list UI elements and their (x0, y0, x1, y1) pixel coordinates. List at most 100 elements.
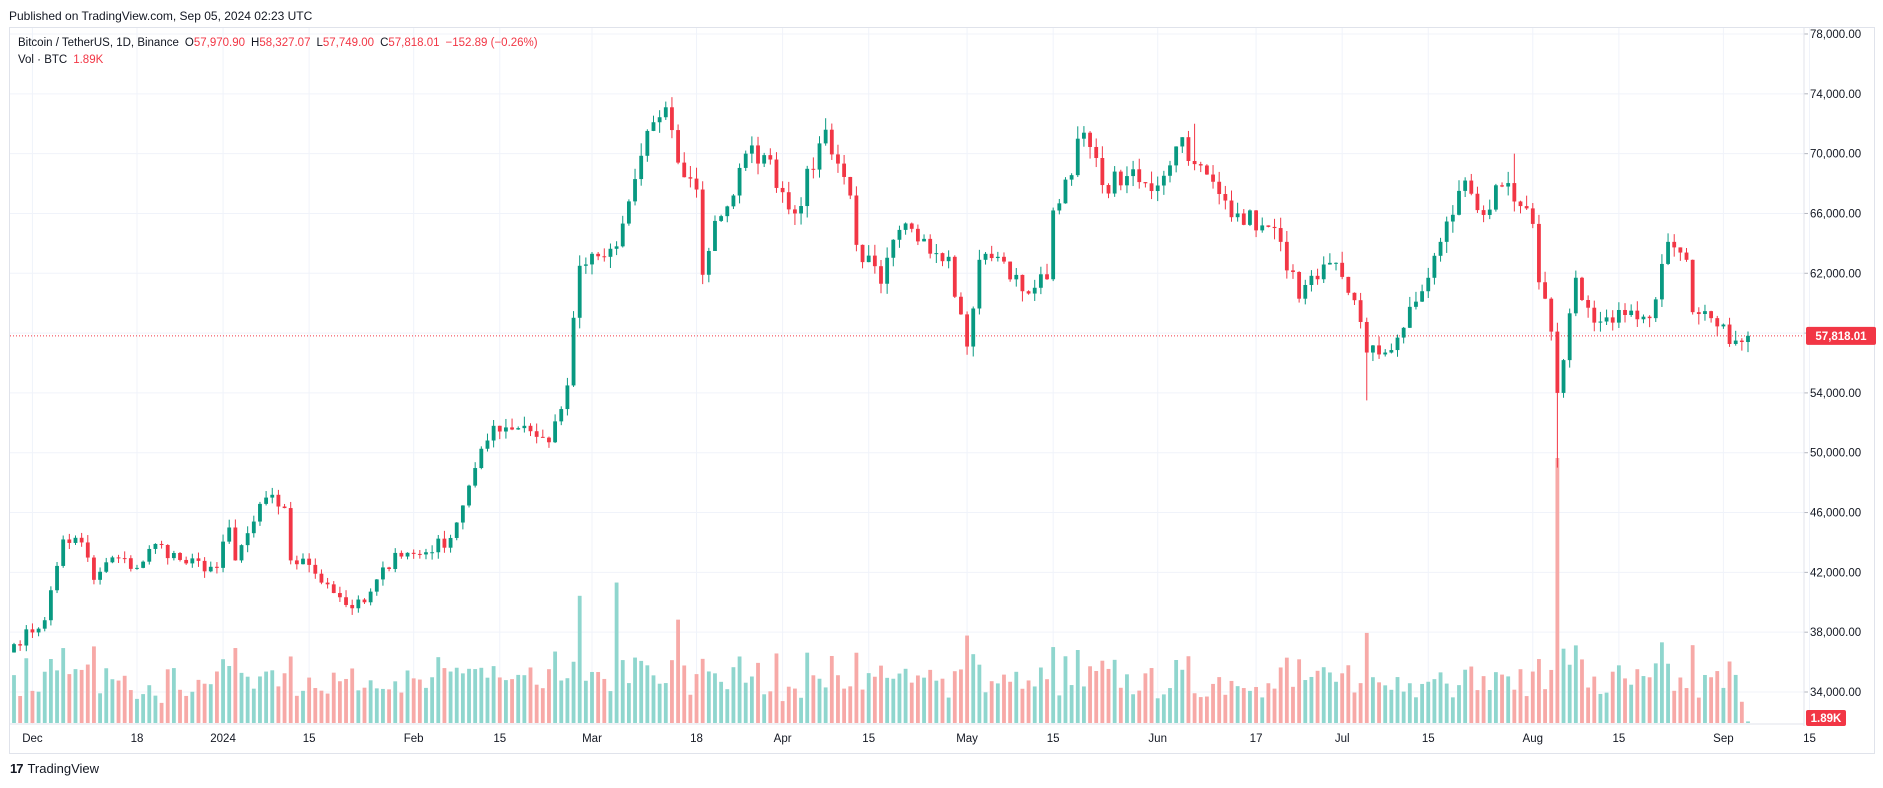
candle-body (24, 629, 29, 646)
candle-body (700, 189, 705, 275)
volume-bar (208, 684, 213, 723)
candle-body (872, 255, 877, 267)
candle-body (42, 620, 47, 629)
candle-body (1069, 175, 1074, 180)
volume-bar (1586, 687, 1591, 723)
volume-bar (872, 676, 877, 723)
volume-bar (1506, 676, 1511, 723)
candle-body (1278, 228, 1283, 242)
volume-bar (903, 668, 908, 723)
candle-body (995, 256, 1000, 259)
volume-bar (1254, 686, 1258, 723)
candle-body (1340, 262, 1345, 277)
candle-body (1057, 203, 1062, 211)
volume-bar (1426, 681, 1431, 723)
candle-body (504, 427, 508, 432)
candle-body (940, 253, 945, 262)
volume-bar (1610, 671, 1615, 723)
volume-bar (1530, 671, 1535, 723)
candle-body (276, 494, 281, 507)
candle-body (854, 195, 859, 245)
candle-body (811, 168, 816, 170)
volume-bar (1524, 696, 1529, 723)
volume-bar (1057, 695, 1062, 723)
volume-bar (1038, 667, 1043, 723)
volume-bar (1383, 685, 1388, 723)
volume-bar (510, 679, 514, 723)
volume-bar (922, 677, 926, 723)
volume-bar (1414, 697, 1418, 723)
volume-bar (682, 665, 687, 723)
x-axis-tick-label: 18 (690, 733, 703, 745)
volume-bar (1291, 686, 1295, 723)
volume-bar (1112, 659, 1117, 723)
candle-body (1063, 179, 1068, 204)
candle-body (399, 552, 404, 557)
volume-bar (891, 678, 896, 723)
volume-bar (1168, 688, 1172, 723)
candle-body (116, 557, 121, 559)
volume-bar (749, 676, 754, 723)
volume-bar (706, 671, 711, 723)
candle-body (1641, 316, 1646, 320)
candle-body (1684, 252, 1689, 260)
candle-body (1500, 185, 1504, 187)
candle-body (1315, 275, 1320, 280)
candle-body (1272, 226, 1277, 229)
candle-body (1321, 264, 1326, 280)
candle-body (1524, 206, 1529, 209)
volume-label[interactable]: Vol · BTC (18, 54, 68, 66)
volume-bar (1051, 647, 1056, 723)
volume-bar (1266, 683, 1271, 723)
candle-body (239, 545, 244, 561)
candle-body (1407, 306, 1412, 328)
chart-frame[interactable] (9, 27, 1875, 754)
tradingview-brand[interactable]: 17 TradingView (10, 761, 99, 776)
candle-body (1647, 316, 1652, 319)
y-axis-tick-label: 62,000.00 (1810, 268, 1861, 280)
candle-body (1137, 169, 1142, 183)
volume-bar (1518, 669, 1523, 723)
candle-body (1371, 345, 1375, 353)
volume-bar (823, 687, 828, 723)
candle-body (467, 485, 471, 506)
y-axis-tick-label: 42,000.00 (1810, 567, 1861, 579)
volume-bar (1500, 674, 1504, 723)
volume-bar (577, 595, 582, 723)
volume-bar (1647, 677, 1652, 723)
candle-body (1401, 327, 1406, 338)
candle-body (48, 590, 53, 621)
volume-bar (762, 694, 767, 723)
symbol-title[interactable]: Bitcoin / TetherUS, 1D, Binance (18, 37, 179, 49)
volume-bar (104, 668, 109, 723)
volume-bar (657, 683, 662, 723)
volume-bar (743, 682, 748, 723)
candle-body (670, 107, 674, 131)
volume-bar (79, 669, 84, 723)
volume-bar (909, 682, 914, 723)
volume-bar (1746, 721, 1750, 723)
candle-body (141, 561, 146, 568)
candle-body (897, 229, 902, 240)
candle-body (1260, 225, 1265, 231)
volume-bar (688, 694, 693, 723)
candle-body (559, 409, 564, 422)
candle-body (1395, 337, 1400, 351)
high-label: H (251, 37, 260, 49)
volume-bar (639, 660, 644, 723)
chart-legend: Bitcoin / TetherUS, 1D, Binance O 57,970.… (18, 35, 538, 69)
volume-bar (1432, 679, 1437, 723)
volume-bar (1082, 686, 1086, 723)
volume-bar (1014, 671, 1019, 723)
volume-bar (294, 695, 299, 723)
volume-bar (614, 582, 619, 723)
volume-bar (817, 678, 822, 723)
candle-body (1653, 299, 1658, 319)
candle-body (184, 559, 189, 564)
candle-body (473, 468, 478, 486)
x-axis-tick-label: Dec (22, 733, 43, 745)
candle-body (1604, 317, 1609, 322)
candle-body (1383, 352, 1388, 355)
candle-body (1635, 310, 1640, 320)
